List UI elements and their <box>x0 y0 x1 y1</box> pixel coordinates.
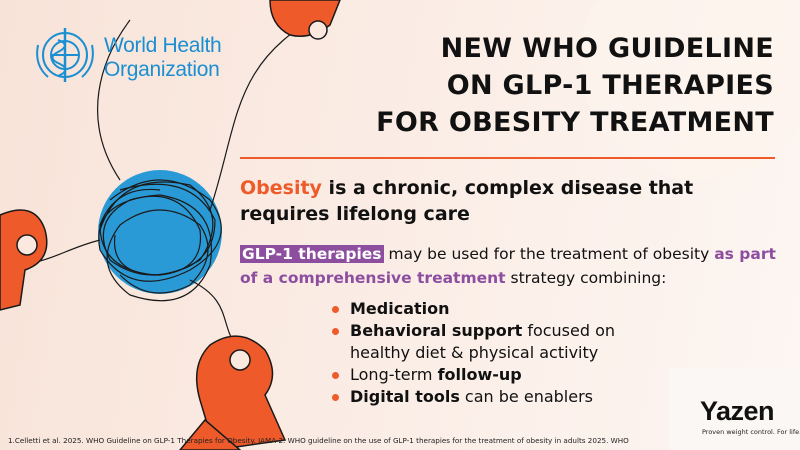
paragraph: GLP-1 therapies may be used for the trea… <box>240 242 795 290</box>
hand-bottom <box>179 335 287 450</box>
statement-text: is a chronic, complex disease that requi… <box>240 177 694 225</box>
bullet-bold: Behavioral support <box>350 321 523 340</box>
divider <box>240 157 775 159</box>
bullet-bold: Medication <box>350 299 450 318</box>
brand-tagline: Proven weight control. For life. <box>702 428 800 436</box>
bullet-bold: follow-up <box>437 365 522 384</box>
scribble <box>9 9 331 346</box>
brand-name: Yazen <box>700 396 775 426</box>
who-logo: World Health Organization <box>104 34 222 82</box>
highlight: GLP-1 therapies <box>240 245 384 263</box>
statement: Obesity is a chronic, complex disease th… <box>240 175 785 227</box>
background-circle <box>580 0 800 180</box>
paragraph-text: strategy combining: <box>505 269 667 287</box>
bullet-list: Medication Behavioral support focused on … <box>330 298 650 408</box>
bullet-item: Behavioral support focused on healthy di… <box>330 320 650 364</box>
bullet-item: Digital tools can be enablers <box>330 386 650 408</box>
bullet-text: can be enablers <box>459 387 593 406</box>
brand: Yazen Proven weight control. For life. <box>670 368 800 450</box>
title-line: ON GLP-1 THERAPIES <box>446 70 774 101</box>
logo-line: World Health <box>104 34 222 57</box>
hand-top <box>269 0 341 40</box>
highlight: Obesity <box>240 177 322 199</box>
hand-left <box>0 209 48 311</box>
bullet-item: Medication <box>330 298 650 320</box>
paragraph-text: may be used for the treatment of obesity <box>383 245 715 263</box>
title-line: FOR OBESITY TREATMENT <box>376 107 774 138</box>
bullet-text: focused on healthy diet & physical activ… <box>350 321 616 362</box>
title: NEW WHO GUIDELINE ON GLP-1 THERAPIES FOR… <box>376 30 774 141</box>
highlight: as part of a comprehensive treatment <box>240 245 776 287</box>
bullet-item: Long-term follow-up <box>330 364 650 386</box>
logo-line: Organization <box>104 58 220 81</box>
bullet-bold: Digital tools <box>350 387 460 406</box>
footnote: 1.Celletti et al. 2025. WHO Guideline on… <box>8 436 629 445</box>
bullet-text: Long-term <box>350 365 438 384</box>
title-line: NEW WHO GUIDELINE <box>440 33 774 64</box>
who-emblem <box>36 28 94 82</box>
